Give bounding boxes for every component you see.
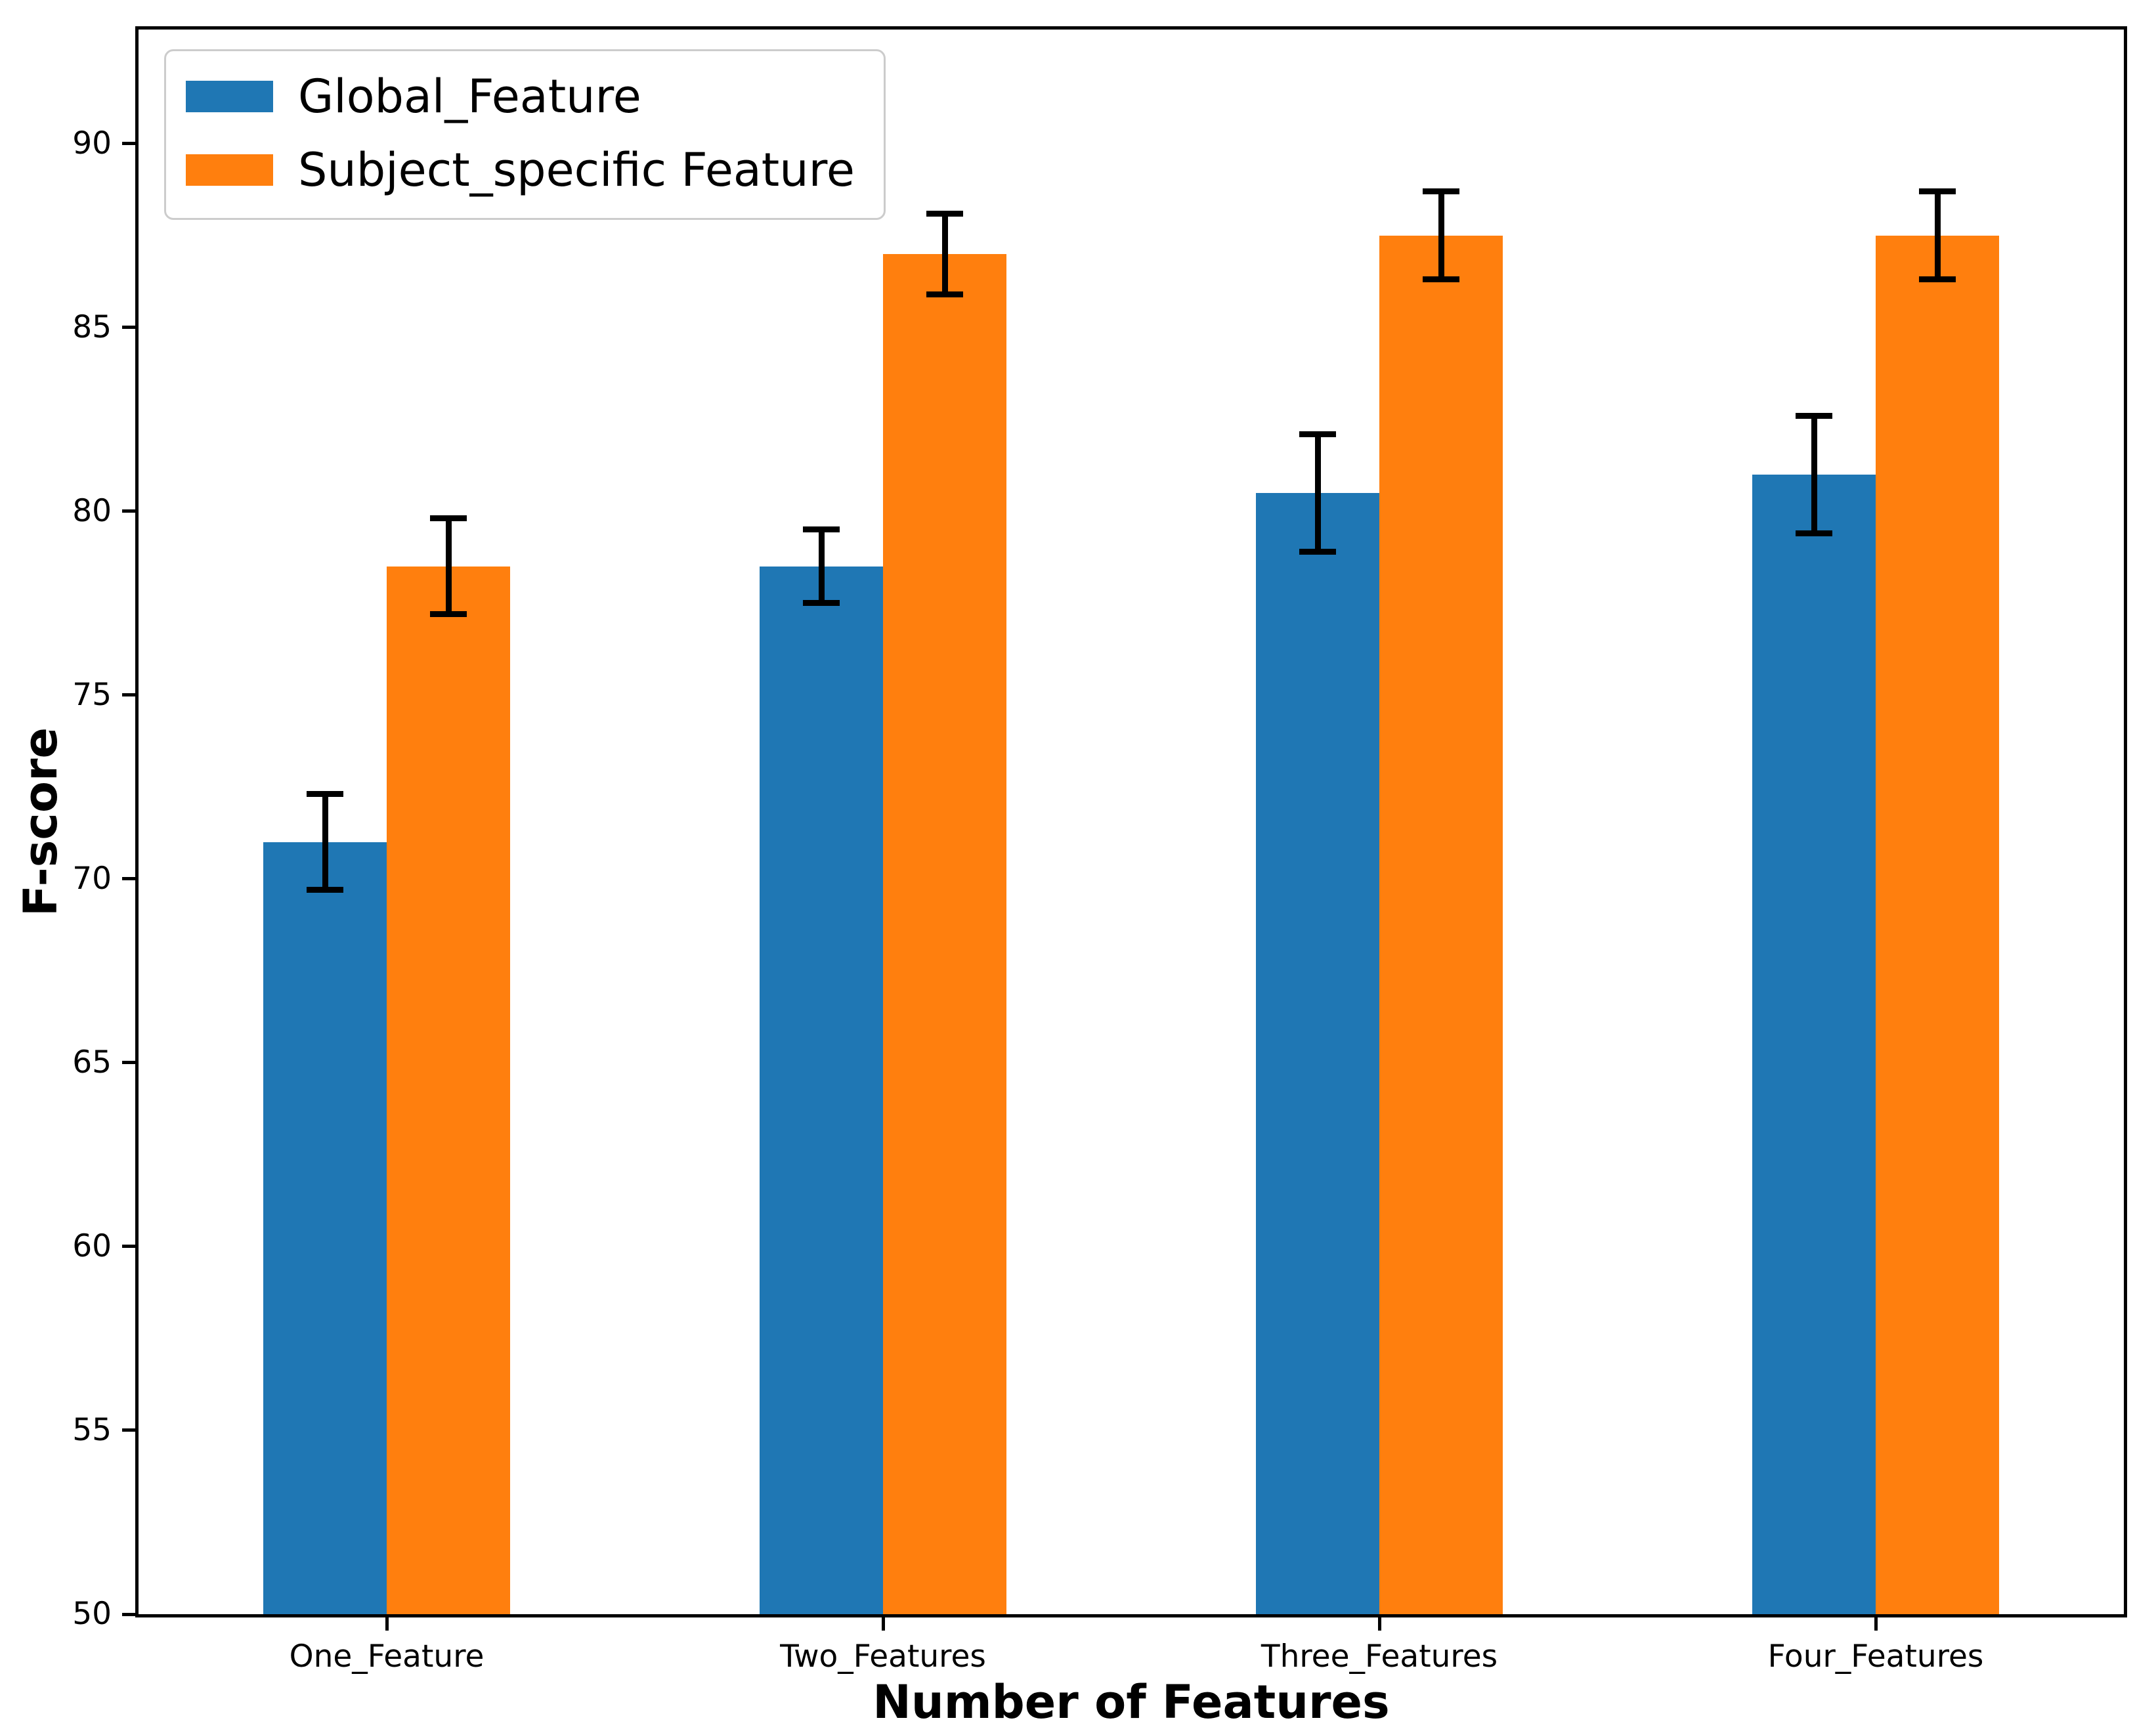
- legend-item-subject-specific-feature: Subject_specific Feature: [186, 142, 855, 198]
- error-bar-cap: [430, 515, 467, 522]
- y-tick-label: 55: [72, 1411, 112, 1448]
- x-tick-mark: [1874, 1617, 1878, 1631]
- error-bar-cap: [307, 887, 343, 893]
- error-bar-cap: [926, 291, 963, 297]
- y-tick-label: 85: [72, 309, 112, 345]
- legend-swatch-global-feature: [186, 81, 273, 112]
- y-tick-mark: [122, 142, 135, 146]
- y-tick-label: 50: [72, 1596, 112, 1632]
- plot-area: [139, 30, 2124, 1614]
- legend-label-subject-specific-feature: Subject_specific Feature: [298, 143, 855, 197]
- bar-subject-specific-feature-one-feature: [387, 566, 510, 1614]
- x-tick-label: One_Feature: [289, 1638, 485, 1675]
- y-tick-mark: [122, 693, 135, 697]
- x-tick-label: Three_Features: [1261, 1638, 1498, 1675]
- y-axis-label: F-score: [14, 727, 68, 916]
- error-bar-cap: [803, 526, 840, 533]
- x-tick-label: Four_Features: [1767, 1638, 1984, 1675]
- x-tick-mark: [881, 1617, 885, 1631]
- y-tick-label: 80: [72, 492, 112, 529]
- error-bar-line: [941, 213, 948, 295]
- bar-global-feature-four-features: [1752, 474, 1876, 1614]
- y-tick-label: 60: [72, 1228, 112, 1264]
- x-tick-mark: [1377, 1617, 1381, 1631]
- y-tick-label: 75: [72, 676, 112, 713]
- x-axis-label: Number of Features: [873, 1675, 1390, 1729]
- bar-global-feature-three-features: [1256, 492, 1379, 1614]
- y-tick-label: 70: [72, 860, 112, 897]
- x-tick-label: Two_Features: [780, 1638, 986, 1675]
- error-bar-cap: [1919, 276, 1956, 283]
- y-tick-mark: [122, 1612, 135, 1616]
- legend-swatch-subject-specific-feature: [186, 154, 273, 186]
- y-tick-mark: [122, 1428, 135, 1432]
- error-bar-line: [445, 518, 452, 614]
- bar-subject-specific-feature-two-features: [883, 253, 1006, 1614]
- error-bar-cap: [803, 600, 840, 607]
- error-bar-cap: [430, 611, 467, 618]
- x-tick-mark: [385, 1617, 389, 1631]
- error-bar-cap: [1796, 530, 1832, 536]
- bar-subject-specific-feature-three-features: [1379, 235, 1503, 1614]
- y-tick-mark: [122, 1061, 135, 1065]
- error-bar-cap: [1423, 188, 1459, 194]
- error-bar-line: [1811, 416, 1817, 534]
- error-bar-cap: [1796, 412, 1832, 419]
- error-bar-cap: [307, 791, 343, 798]
- error-bar-cap: [1299, 548, 1336, 555]
- legend-label-global-feature: Global_Feature: [298, 70, 641, 123]
- legend-item-global-feature: Global_Feature: [186, 68, 855, 125]
- bar-global-feature-one-feature: [263, 842, 387, 1614]
- error-bar-cap: [1919, 188, 1956, 194]
- error-bar-cap: [1299, 431, 1336, 437]
- bar-subject-specific-feature-four-features: [1876, 235, 1999, 1614]
- error-bar-line: [322, 794, 328, 890]
- error-bar-line: [1934, 191, 1941, 280]
- bar-global-feature-two-features: [760, 566, 883, 1614]
- y-tick-mark: [122, 326, 135, 330]
- error-bar-line: [818, 529, 825, 603]
- error-bar-cap: [926, 210, 963, 217]
- y-tick-label: 65: [72, 1044, 112, 1080]
- legend: Global_Feature Subject_specific Feature: [164, 49, 886, 220]
- y-tick-mark: [122, 877, 135, 881]
- error-bar-line: [1314, 434, 1321, 552]
- y-tick-label: 90: [72, 125, 112, 161]
- y-tick-mark: [122, 509, 135, 513]
- error-bar-cap: [1423, 276, 1459, 283]
- y-tick-mark: [122, 1245, 135, 1249]
- error-bar-line: [1438, 191, 1444, 280]
